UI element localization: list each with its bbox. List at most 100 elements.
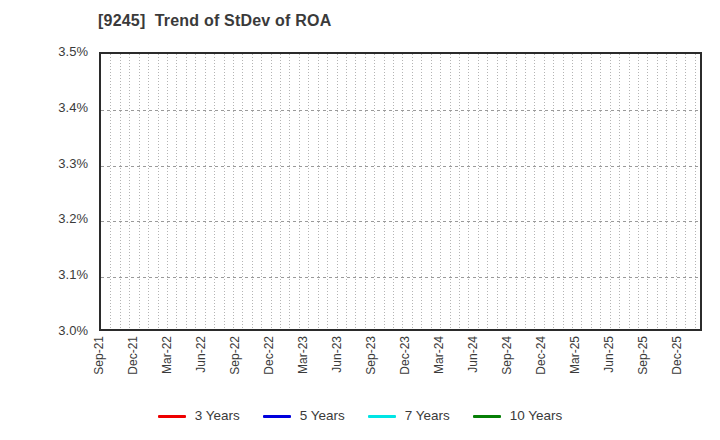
x-tick-label: Jun-24 xyxy=(467,336,480,382)
vertical-gridline xyxy=(468,54,469,329)
vertical-gridline xyxy=(327,54,328,329)
horizontal-gridline xyxy=(101,221,700,222)
vertical-gridline xyxy=(412,54,413,329)
vertical-gridline xyxy=(393,54,394,329)
legend-item: 3 Years xyxy=(158,407,240,425)
vertical-gridline xyxy=(355,54,356,329)
vertical-gridline xyxy=(384,54,385,329)
vertical-gridline xyxy=(242,54,243,329)
vertical-gridline xyxy=(525,54,526,329)
vertical-gridline xyxy=(487,54,488,329)
vertical-gridline xyxy=(610,54,611,329)
legend-line-swatch xyxy=(263,415,291,418)
x-tick-label: Dec-22 xyxy=(263,336,276,382)
legend-label: 5 Years xyxy=(300,407,345,425)
vertical-gridline xyxy=(289,54,290,329)
vertical-gridline xyxy=(695,54,696,329)
legend-item: 5 Years xyxy=(263,407,345,425)
vertical-gridline xyxy=(167,54,168,329)
vertical-gridline xyxy=(421,54,422,329)
vertical-gridline xyxy=(431,54,432,329)
x-tick-label: Dec-25 xyxy=(671,336,684,382)
legend-label: 10 Years xyxy=(510,407,563,425)
legend-item: 7 Years xyxy=(368,407,450,425)
vertical-gridline xyxy=(148,54,149,329)
vertical-gridline xyxy=(233,54,234,329)
x-tick-label: Dec-24 xyxy=(535,336,548,382)
vertical-gridline xyxy=(158,54,159,329)
y-tick-label: 3.3% xyxy=(0,156,88,172)
vertical-gridline xyxy=(638,54,639,329)
x-tick-label: Mar-25 xyxy=(569,336,582,382)
x-tick-label: Jun-25 xyxy=(603,336,616,382)
legend-label: 7 Years xyxy=(405,407,450,425)
vertical-gridline xyxy=(600,54,601,329)
vertical-gridline xyxy=(271,54,272,329)
vertical-gridline xyxy=(685,54,686,329)
vertical-gridline xyxy=(365,54,366,329)
vertical-gridline xyxy=(619,54,620,329)
x-tick-label: Sep-25 xyxy=(637,336,650,382)
x-tick-label: Jun-23 xyxy=(331,336,344,382)
vertical-gridline xyxy=(120,54,121,329)
vertical-gridline xyxy=(534,54,535,329)
x-tick-label: Sep-23 xyxy=(365,336,378,382)
x-tick-label: Jun-22 xyxy=(195,336,208,382)
vertical-gridline xyxy=(402,54,403,329)
vertical-gridline xyxy=(261,54,262,329)
y-tick-label: 3.2% xyxy=(0,211,88,227)
vertical-gridline xyxy=(497,54,498,329)
vertical-gridline xyxy=(591,54,592,329)
vertical-gridline xyxy=(205,54,206,329)
vertical-gridline xyxy=(224,54,225,329)
x-tick-label: Dec-21 xyxy=(127,336,140,382)
vertical-gridline xyxy=(176,54,177,329)
legend-line-swatch xyxy=(473,415,501,418)
x-tick-label: Mar-24 xyxy=(433,336,446,382)
vertical-gridline xyxy=(186,54,187,329)
vertical-gridline xyxy=(374,54,375,329)
vertical-gridline xyxy=(129,54,130,329)
horizontal-gridline xyxy=(101,277,700,278)
chart-container: [9245] Trend of StDev of ROA 3.5%3.4%3.3… xyxy=(0,0,720,440)
vertical-gridline xyxy=(647,54,648,329)
vertical-gridline xyxy=(440,54,441,329)
vertical-gridline xyxy=(459,54,460,329)
vertical-gridline xyxy=(478,54,479,329)
vertical-gridline xyxy=(657,54,658,329)
vertical-gridline xyxy=(676,54,677,329)
vertical-gridline xyxy=(280,54,281,329)
vertical-gridline xyxy=(299,54,300,329)
vertical-gridline xyxy=(214,54,215,329)
x-tick-label: Sep-22 xyxy=(229,336,242,382)
vertical-gridline xyxy=(629,54,630,329)
vertical-gridline xyxy=(553,54,554,329)
x-tick-label: Dec-23 xyxy=(399,336,412,382)
legend-line-swatch xyxy=(368,415,396,418)
vertical-gridline xyxy=(544,54,545,329)
legend-label: 3 Years xyxy=(195,407,240,425)
horizontal-gridline xyxy=(101,110,700,111)
vertical-gridline xyxy=(581,54,582,329)
x-tick-label: Sep-21 xyxy=(93,336,106,382)
vertical-gridline xyxy=(195,54,196,329)
vertical-gridline xyxy=(572,54,573,329)
x-tick-label: Mar-22 xyxy=(161,336,174,382)
vertical-gridline xyxy=(308,54,309,329)
x-tick-label: Mar-23 xyxy=(297,336,310,382)
vertical-gridline xyxy=(318,54,319,329)
vertical-gridline xyxy=(516,54,517,329)
y-tick-label: 3.1% xyxy=(0,267,88,283)
y-tick-label: 3.0% xyxy=(0,323,88,339)
vertical-gridline xyxy=(139,54,140,329)
vertical-gridline xyxy=(110,54,111,329)
x-tick-label: Sep-24 xyxy=(501,336,514,382)
vertical-gridline xyxy=(666,54,667,329)
horizontal-gridline xyxy=(101,166,700,167)
plot-area xyxy=(99,52,702,331)
vertical-gridline xyxy=(252,54,253,329)
vertical-gridline xyxy=(506,54,507,329)
vertical-gridline xyxy=(450,54,451,329)
vertical-gridline xyxy=(337,54,338,329)
chart-title: [9245] Trend of StDev of ROA xyxy=(98,12,331,30)
